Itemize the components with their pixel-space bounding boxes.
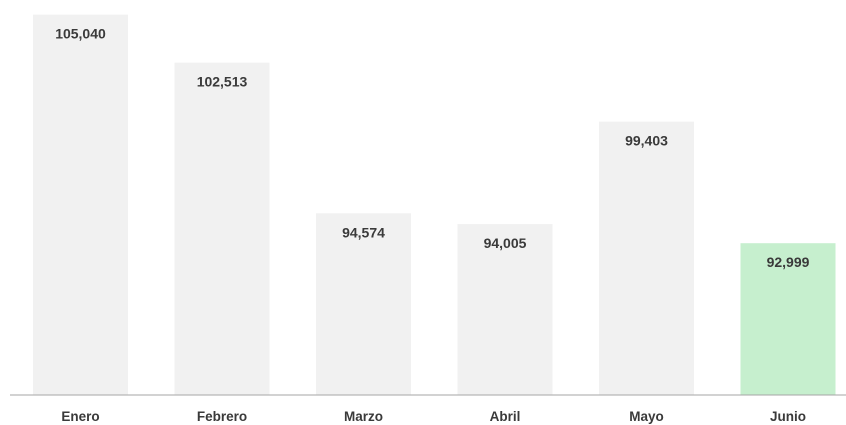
x-tick-label-abril: Abril <box>490 409 521 424</box>
bar-mayo <box>599 121 694 395</box>
bar-junio <box>740 243 836 395</box>
data-label-enero: 105,040 <box>55 26 106 42</box>
bar-febrero <box>174 62 270 395</box>
x-tick-label-junio: Junio <box>770 409 806 424</box>
x-tick-label-mayo: Mayo <box>629 409 664 424</box>
data-label-abril: 94,005 <box>484 235 527 251</box>
data-label-junio: 92,999 <box>767 254 810 270</box>
x-tick-label-marzo: Marzo <box>344 409 383 424</box>
x-tick-label-febrero: Febrero <box>197 409 247 424</box>
bar-abril <box>457 224 553 395</box>
labels-layer: 105,040 Enero 102,513 Febrero 94,574 Marzo 94,… <box>55 26 809 424</box>
data-label-marzo: 94,574 <box>342 224 385 240</box>
data-label-mayo: 99,403 <box>625 133 668 149</box>
x-tick-label-enero: Enero <box>61 409 99 424</box>
data-label-febrero: 102,513 <box>197 74 248 90</box>
bar-marzo <box>316 213 411 395</box>
bars-layer <box>33 14 836 395</box>
bar-enero <box>33 14 128 395</box>
